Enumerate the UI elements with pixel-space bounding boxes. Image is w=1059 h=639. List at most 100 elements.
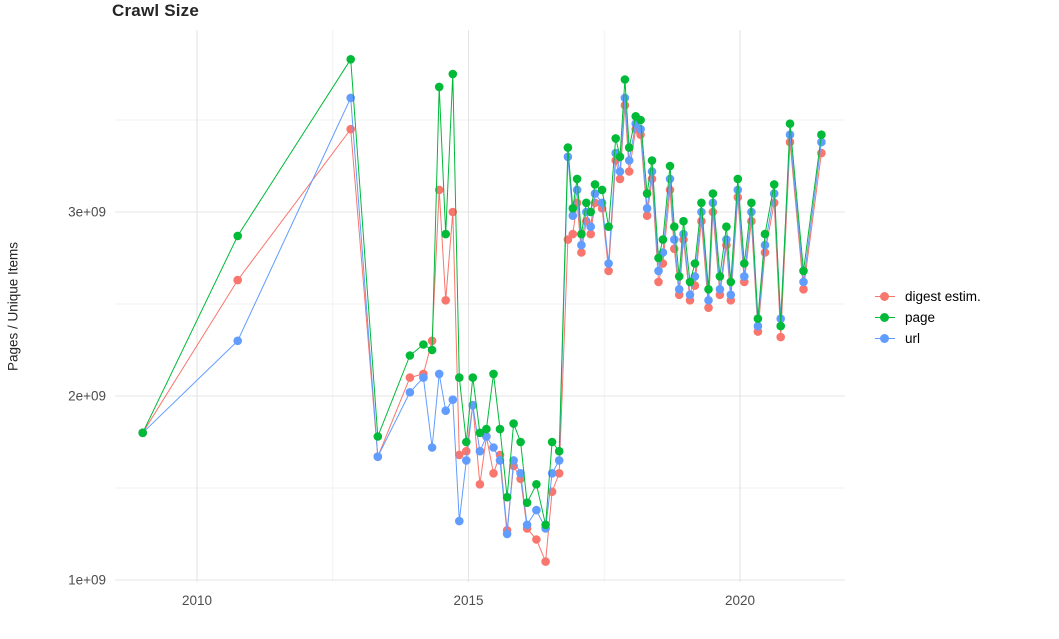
data-point-page xyxy=(685,277,695,287)
data-point-page xyxy=(733,174,743,184)
x-tick-label: 2010 xyxy=(182,593,212,608)
data-point-page xyxy=(679,216,688,226)
data-point-url xyxy=(624,156,634,165)
data-point-page xyxy=(760,229,770,239)
data-point-url xyxy=(715,285,725,294)
legend-item-digest-estim: digest estim. xyxy=(874,286,981,307)
data-point-page xyxy=(541,520,550,530)
data-point-page xyxy=(495,424,505,434)
data-point-url xyxy=(427,443,437,452)
series-line-page xyxy=(142,57,822,525)
data-point-page xyxy=(509,419,518,428)
data-point-page xyxy=(455,373,464,382)
data-point-page xyxy=(475,428,485,438)
data-point-page xyxy=(708,189,718,198)
data-point-url xyxy=(704,296,713,305)
data-point-page xyxy=(547,437,557,447)
data-point-url xyxy=(522,520,532,530)
data-point-page xyxy=(516,437,525,447)
data-point-url xyxy=(679,229,688,239)
data-point-page xyxy=(482,424,491,434)
y-tick-label: 3e+09 xyxy=(68,205,106,220)
data-point-page xyxy=(674,272,684,281)
data-point-url xyxy=(586,222,595,231)
data-point-url xyxy=(697,207,706,217)
data-point-page xyxy=(572,174,582,184)
data-point-url xyxy=(674,285,684,294)
data-point-page xyxy=(233,231,242,241)
data-point-url xyxy=(760,240,770,250)
data-point-page xyxy=(715,272,725,281)
data-point-page xyxy=(489,369,498,379)
data-point-page xyxy=(563,143,573,152)
data-point-url xyxy=(647,167,657,176)
data-point-page xyxy=(776,321,785,331)
data-point-page xyxy=(642,189,652,198)
data-point-page xyxy=(722,222,731,231)
data-point-url xyxy=(753,321,763,331)
data-point-page xyxy=(462,437,471,447)
data-point-url xyxy=(685,290,695,300)
data-point-url xyxy=(747,207,756,217)
data-point-digest-estim xyxy=(654,277,663,287)
data-point-page xyxy=(740,259,749,268)
data-point-page xyxy=(753,314,763,324)
data-point-page xyxy=(586,207,595,217)
data-point-url xyxy=(495,456,505,465)
data-point-page xyxy=(597,185,607,195)
data-point-url xyxy=(577,240,586,250)
data-point-url xyxy=(462,456,471,465)
data-point-digest-estim xyxy=(233,275,242,285)
legend-label: url xyxy=(905,331,921,346)
data-point-page xyxy=(405,351,415,360)
data-point-page xyxy=(658,235,668,244)
data-point-digest-estim xyxy=(704,303,713,313)
data-point-url xyxy=(448,395,458,405)
data-point-page xyxy=(654,253,663,263)
data-point-page xyxy=(419,340,428,349)
y-tick-label: 2e+09 xyxy=(68,389,106,404)
data-point-page xyxy=(726,277,736,287)
data-point-url xyxy=(642,204,652,213)
data-point-url xyxy=(690,272,700,281)
data-point-page xyxy=(785,119,795,128)
data-point-digest-estim xyxy=(489,469,498,478)
legend-key-icon xyxy=(874,311,896,325)
x-axis-tick-labels: 2010 2015 2020 xyxy=(182,593,755,608)
data-point-page xyxy=(604,222,613,231)
series-line-url xyxy=(142,95,822,535)
data-point-page xyxy=(373,432,383,441)
data-point-page xyxy=(624,143,634,152)
data-point-page xyxy=(769,180,779,189)
chart-title: Crawl Size xyxy=(112,1,200,20)
legend: digest estim. page url xyxy=(874,286,981,349)
data-point-page xyxy=(138,428,147,438)
data-point-url xyxy=(726,290,736,300)
data-point-digest-estim xyxy=(554,469,564,478)
data-point-url xyxy=(568,211,578,220)
data-point-url xyxy=(509,456,518,465)
data-point-digest-estim xyxy=(799,285,808,294)
gridlines xyxy=(115,30,845,582)
legend-label: page xyxy=(905,310,936,325)
data-point-page xyxy=(817,130,826,139)
data-point-page xyxy=(615,152,625,162)
data-point-url xyxy=(733,185,743,195)
data-point-page xyxy=(590,180,600,189)
data-point-url xyxy=(532,505,541,515)
data-point-page xyxy=(577,229,586,239)
data-point-url xyxy=(615,167,625,176)
data-point-url xyxy=(620,93,630,103)
data-point-page xyxy=(690,259,700,268)
data-point-page xyxy=(522,498,532,508)
data-point-digest-estim xyxy=(448,207,458,217)
data-point-url xyxy=(636,124,645,134)
data-point-url xyxy=(434,369,444,379)
data-point-page xyxy=(665,161,675,171)
data-point-digest-estim xyxy=(441,296,451,305)
data-point-url xyxy=(572,185,582,195)
data-point-page xyxy=(448,69,458,79)
data-point-url xyxy=(665,174,675,184)
data-point-digest-estim xyxy=(776,332,785,342)
